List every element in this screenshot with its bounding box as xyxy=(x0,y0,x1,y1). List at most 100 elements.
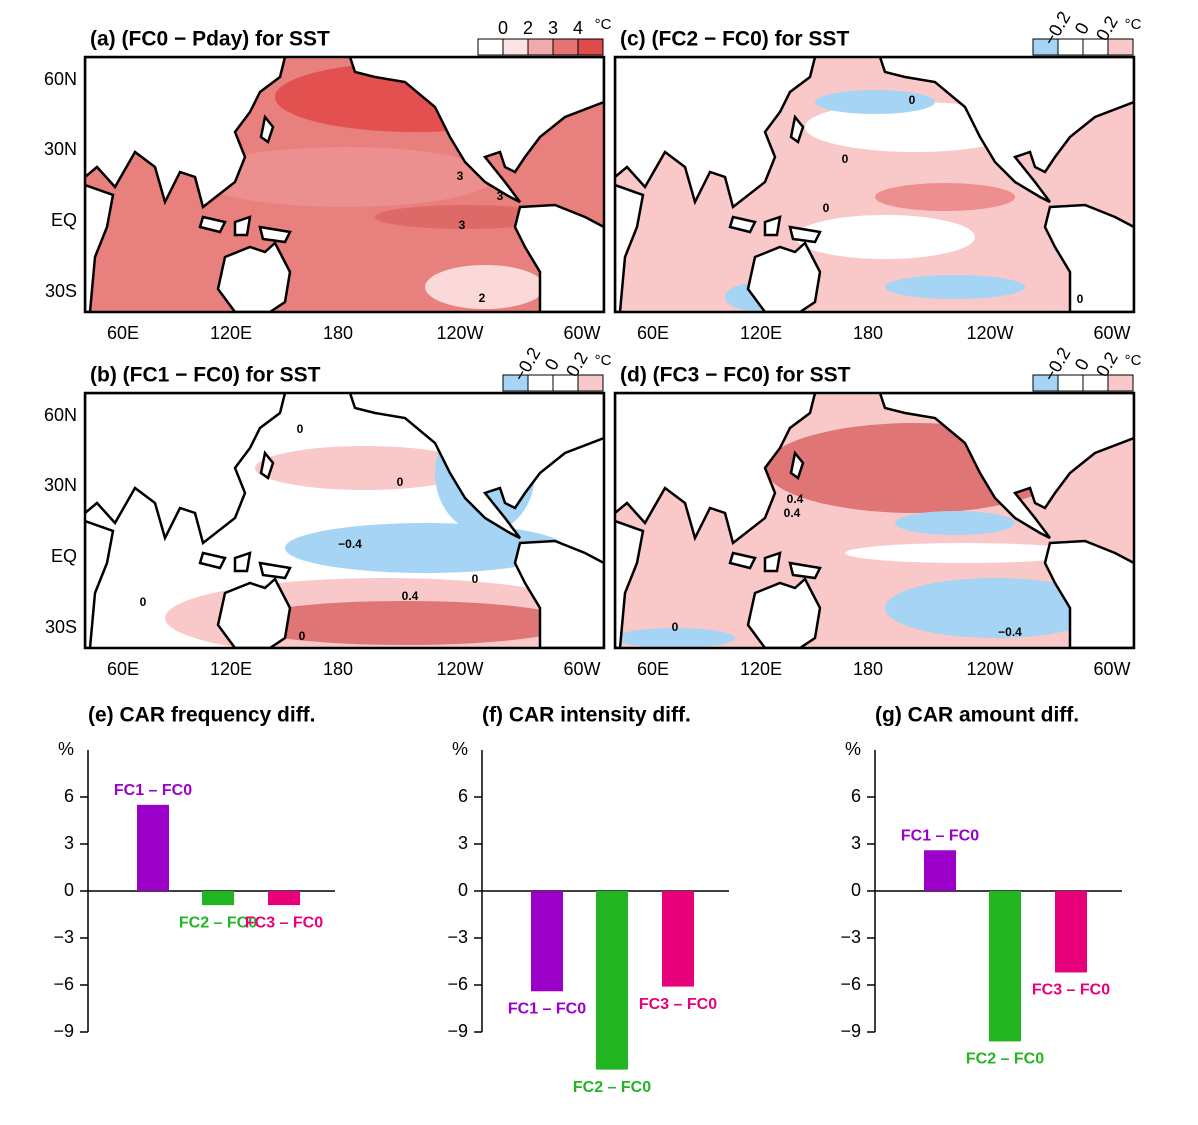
y-tick-label: 6 xyxy=(851,786,861,806)
y-tick-label: 3 xyxy=(458,833,468,853)
bar-label: FC1 – FC0 xyxy=(901,827,979,844)
colorbar-box xyxy=(502,38,529,56)
y-tick-label: 6 xyxy=(458,786,468,806)
map-title: (b) (FC1 − FC0) for SST xyxy=(90,364,321,387)
contour-label: 0 xyxy=(842,152,849,166)
bar xyxy=(137,804,169,891)
colorbar-label: 4 xyxy=(573,18,583,38)
bar xyxy=(662,891,694,987)
contour-label: 3 xyxy=(497,189,504,203)
colorbar-box xyxy=(577,38,604,56)
bar xyxy=(531,891,563,992)
lon-label: 180 xyxy=(853,323,883,343)
contour-label: 0 xyxy=(397,475,404,489)
map-frame xyxy=(83,391,606,650)
shading xyxy=(815,90,935,114)
colorbar-box xyxy=(1107,374,1134,392)
lon-label: 120W xyxy=(436,659,483,679)
colorbar-label: 0 xyxy=(1071,19,1093,38)
shading xyxy=(885,578,1105,638)
lat-label: 30S xyxy=(45,281,77,301)
shading xyxy=(615,628,735,648)
bar xyxy=(596,891,628,1070)
colorbar-box xyxy=(552,38,579,56)
colorbar-box xyxy=(1057,374,1084,392)
colorbar-box xyxy=(1107,38,1134,56)
lat-label: 30N xyxy=(44,475,77,495)
contour-label: 0.4 xyxy=(402,589,419,603)
lat-label: 60N xyxy=(44,405,77,425)
shading xyxy=(255,446,475,490)
y-tick-label: −3 xyxy=(840,927,861,947)
map-field xyxy=(615,393,1134,648)
shading xyxy=(285,523,565,573)
bar xyxy=(924,850,956,891)
lon-label: 60W xyxy=(1093,323,1130,343)
contour-label: 0 xyxy=(472,572,479,586)
colorbar-label: 0 xyxy=(498,18,508,38)
y-tick-label: 3 xyxy=(851,833,861,853)
y-tick-label: 0 xyxy=(851,880,861,900)
chart-title: (f) CAR intensity diff. xyxy=(482,704,691,727)
shading xyxy=(425,265,545,309)
lon-label: 120E xyxy=(210,659,252,679)
lon-label: 120W xyxy=(966,323,1013,343)
contour-label: 3 xyxy=(457,169,464,183)
bar xyxy=(989,891,1021,1042)
y-axis-label: % xyxy=(845,739,861,759)
y-tick-label: −6 xyxy=(447,974,468,994)
bar-label: FC1 – FC0 xyxy=(114,782,192,799)
colorbar-unit: °C xyxy=(1125,16,1142,33)
lat-label: EQ xyxy=(51,210,77,230)
lat-label: 60N xyxy=(44,69,77,89)
bar xyxy=(202,891,234,906)
contour-label: 0 xyxy=(140,595,147,609)
colorbar-box xyxy=(1057,38,1084,56)
lat-label: 30S xyxy=(45,617,77,637)
map-field xyxy=(615,57,1134,312)
bar-label: FC2 – FC0 xyxy=(966,1051,1044,1068)
map-field xyxy=(85,393,604,648)
lon-label: 120E xyxy=(210,323,252,343)
chart-title: (e) CAR frequency diff. xyxy=(88,704,316,727)
bar-label: FC3 – FC0 xyxy=(245,914,323,931)
y-tick-label: −6 xyxy=(53,974,74,994)
lon-label: 60W xyxy=(563,659,600,679)
lon-label: 60E xyxy=(637,659,669,679)
lat-label: EQ xyxy=(51,546,77,566)
lon-label: 120W xyxy=(436,323,483,343)
bar-label: FC2 – FC0 xyxy=(573,1079,651,1096)
bar xyxy=(1055,891,1087,973)
bar-label: FC1 – FC0 xyxy=(508,1000,586,1017)
colorbar-unit: °C xyxy=(1125,352,1142,369)
lon-label: 180 xyxy=(853,659,883,679)
y-tick-label: −9 xyxy=(447,1021,468,1041)
colorbar-unit: °C xyxy=(595,16,612,33)
contour-label: 0 xyxy=(823,201,830,215)
contour-label: 0 xyxy=(297,422,304,436)
bar-label: FC3 – FC0 xyxy=(639,996,717,1013)
map-frame xyxy=(83,55,606,314)
lon-label: 120W xyxy=(966,659,1013,679)
map-panel: (b) (FC1 − FC0) for SST00−0.400.400−0.20… xyxy=(44,344,612,679)
contour-label: 0.4 xyxy=(787,492,804,506)
lon-label: 60E xyxy=(107,323,139,343)
lon-label: 60W xyxy=(563,323,600,343)
y-tick-label: 3 xyxy=(64,833,74,853)
shading xyxy=(235,601,575,645)
map-field xyxy=(85,57,604,312)
map-title: (a) (FC0 − Pday) for SST xyxy=(90,28,330,51)
lon-label: 60E xyxy=(107,659,139,679)
y-tick-label: −3 xyxy=(447,927,468,947)
lon-label: 180 xyxy=(323,659,353,679)
contour-label: 2 xyxy=(479,291,486,305)
lon-label: 60W xyxy=(1093,659,1130,679)
chart-title: (g) CAR amount diff. xyxy=(875,704,1079,727)
y-axis-label: % xyxy=(452,739,468,759)
y-tick-label: 0 xyxy=(458,880,468,900)
colorbar-box xyxy=(577,374,604,392)
colorbar-label: 0 xyxy=(1071,355,1093,374)
